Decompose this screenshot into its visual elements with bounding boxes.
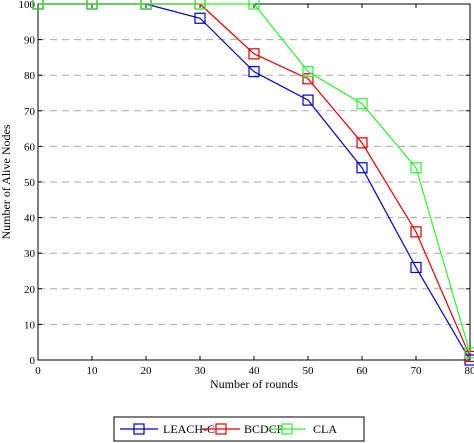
legend: LEACH-C BCDCP CLA: [113, 416, 365, 442]
y-tick-label: 50: [24, 177, 36, 189]
series-line-bcdcp: [38, 3, 471, 357]
data-point-bcdcp: [356, 137, 368, 149]
legend-swatch-marker: [133, 423, 145, 435]
y-tick-label: 70: [24, 106, 36, 118]
x-tick-label: 30: [195, 365, 207, 377]
legend-label: CLA: [313, 422, 337, 436]
x-tick-label: 80: [465, 365, 474, 377]
y-tick-label: 100: [19, 0, 36, 11]
data-point-cla: [32, 0, 44, 10]
y-tick-label: 90: [24, 35, 36, 47]
data-point-cla: [248, 0, 260, 10]
legend-swatch-marker: [281, 423, 293, 435]
x-tick-label: 40: [249, 365, 261, 377]
data-point-leach-c: [248, 66, 260, 78]
data-point-bcdcp: [248, 48, 260, 60]
legend-label: LEACH-C: [163, 422, 215, 436]
y-tick-label: 80: [24, 70, 36, 82]
x-tick-label: 70: [411, 365, 423, 377]
y-tick-label: 60: [24, 141, 36, 153]
x-tick-label: 50: [303, 365, 315, 377]
data-point-cla: [140, 0, 152, 10]
x-tick-label: 10: [87, 365, 99, 377]
data-point-leach-c: [194, 12, 206, 24]
data-point-leach-c: [302, 94, 314, 106]
data-point-cla: [302, 66, 314, 78]
x-tick-label: 20: [141, 365, 153, 377]
x-axis-label: Number of rounds: [210, 377, 298, 391]
axis-ticks: 0 10 20 30 40 50 60 70 80 90 100 0 10 20 30 40 50 60 70 80: [19, 0, 474, 377]
y-axis-label: Number of Alive Nodes: [0, 124, 13, 239]
y-tick-label: 30: [24, 248, 36, 260]
data-point-bcdcp: [410, 226, 422, 238]
data-point-leach-c: [356, 162, 368, 174]
legend-swatch-marker: [215, 423, 227, 435]
data-point-cla: [194, 0, 206, 10]
x-tick-label: 0: [35, 365, 41, 377]
x-tick-label: 60: [357, 365, 369, 377]
series-line-cla: [38, 3, 471, 354]
y-tick-label: 0: [30, 355, 36, 367]
data-point-cla: [356, 98, 368, 110]
data-point-bcdcp: [302, 73, 314, 85]
series-layer: [32, 0, 474, 366]
legend-label: BCDCP: [244, 422, 284, 436]
data-point-cla: [410, 162, 422, 174]
data-point-cla: [464, 347, 474, 359]
grid-lines: [38, 39, 470, 325]
data-point-cla: [86, 0, 98, 10]
data-point-leach-c: [410, 261, 422, 274]
y-tick-label: 20: [24, 284, 36, 296]
y-tick-label: 10: [24, 319, 36, 331]
y-tick-label: 40: [24, 213, 36, 225]
